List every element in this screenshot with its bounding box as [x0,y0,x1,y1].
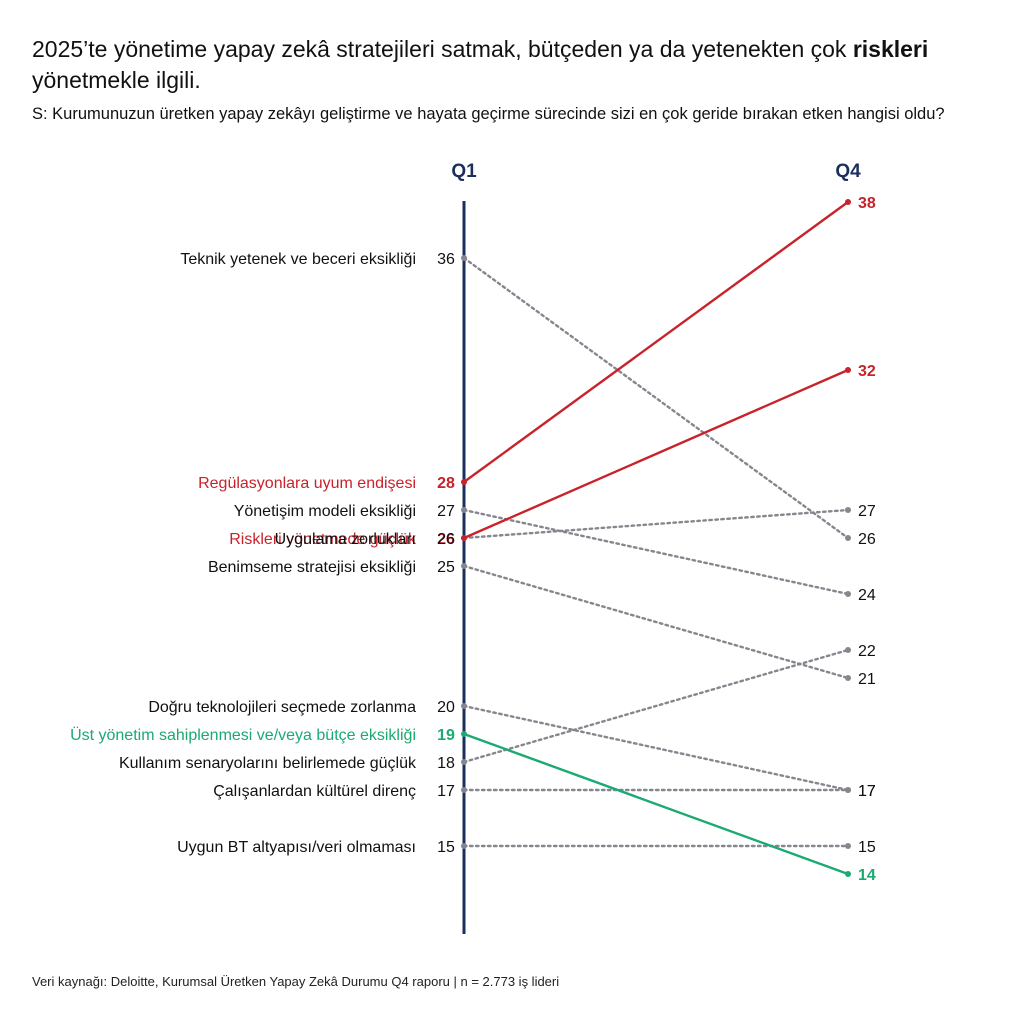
q4-point [845,535,851,541]
data-source-note: Veri kaynağı: Deloitte, Kurumsal Üretken… [32,974,560,989]
series-label: Yönetişim modeli eksikliği [234,503,416,520]
q1-value-label: 18 [437,755,455,772]
q1-point [461,563,467,569]
series-line [463,201,849,483]
q4-value-label: 27 [858,503,876,520]
q1-value-label: 19 [437,727,455,744]
q1-point [461,843,467,849]
series-label: Uygun BT altyapısı/veri olmaması [177,839,416,856]
q1-point [461,731,467,737]
q1-point [461,479,467,485]
series-label: Riskleri yönetmede güçlük [229,531,417,548]
series-label: Çalışanlardan kültürel direnç [213,783,416,800]
q1-value-label: 15 [437,839,455,856]
q4-value-label: 17 [858,783,876,800]
q4-value-label: 21 [858,671,876,688]
series-line [462,704,850,792]
series-label: Regülasyonlara uyum endişesi [198,475,416,492]
chart-headline: 2025’te yönetime yapay zekâ stratejileri… [32,34,952,96]
headline-part-2: yönetmekle ilgili. [32,67,201,93]
q4-value-label: 22 [858,643,876,660]
column-header-q1: Q1 [451,161,477,182]
q1-value-label: 25 [437,559,455,576]
q1-point [461,507,467,513]
series-label: Teknik yetenek ve beceri eksikliği [180,251,416,268]
q4-value-label: 26 [858,531,876,548]
q1-point [461,787,467,793]
q1-value-label: 17 [437,783,455,800]
q4-point [845,507,851,513]
series-label: Üst yönetim sahiplenmesi ve/veya bütçe e… [70,726,416,744]
series-label: Doğru teknolojileri seçmede zorlanma [148,699,416,716]
q4-value-label: 32 [858,363,876,380]
series-line [462,508,850,540]
q4-point [845,647,851,653]
series-line [463,368,849,540]
series-line [462,256,850,540]
headline-part-1: 2025’te yönetime yapay zekâ stratejileri… [32,36,853,62]
series-label: Kullanım senaryolarını belirlemede güçlü… [119,755,417,772]
q4-point [845,843,851,849]
q4-point [845,871,851,877]
q4-value-label: 24 [858,587,876,604]
q4-point [845,367,851,373]
headline-highlight: riskleri [852,36,929,62]
q1-point [461,703,467,709]
q1-point [461,759,467,765]
q4-value-label: 15 [858,839,876,856]
q4-point [845,787,851,793]
series-line [462,564,850,680]
q4-point [845,675,851,681]
q1-value-label: 26 [437,531,455,548]
series-label: Benimseme stratejisi eksikliği [208,559,416,576]
q1-value-label: 27 [437,503,455,520]
survey-question: S: Kurumunuzun üretken yapay zekâyı geli… [32,105,945,123]
q1-point [461,255,467,261]
column-header-q4: Q4 [835,161,861,182]
q1-value-label: 26 [437,531,455,548]
q1-value-label: 36 [437,251,455,268]
q1-point [461,535,467,541]
series-line [462,648,850,764]
series-label: Uygulama zorlukları [275,531,416,548]
q4-point [845,591,851,597]
q1-value-label: 20 [437,699,455,716]
q1-value-label: 28 [437,475,455,492]
q4-value-label: 38 [858,195,876,212]
q4-value-label: 14 [858,867,876,884]
q4-point [845,199,851,205]
series-line [463,732,849,876]
series-line [462,508,850,596]
q4-value-label: 17 [858,783,876,800]
